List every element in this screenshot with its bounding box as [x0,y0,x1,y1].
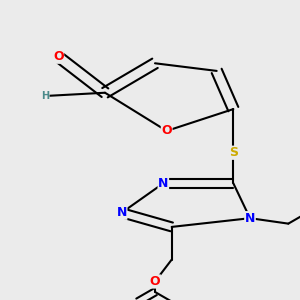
Text: N: N [245,212,255,225]
Text: H: H [41,91,49,101]
Text: O: O [53,50,64,63]
Text: N: N [158,177,169,190]
Text: O: O [161,124,172,137]
Text: S: S [229,146,238,159]
Text: O: O [150,275,160,288]
Text: N: N [116,206,127,219]
